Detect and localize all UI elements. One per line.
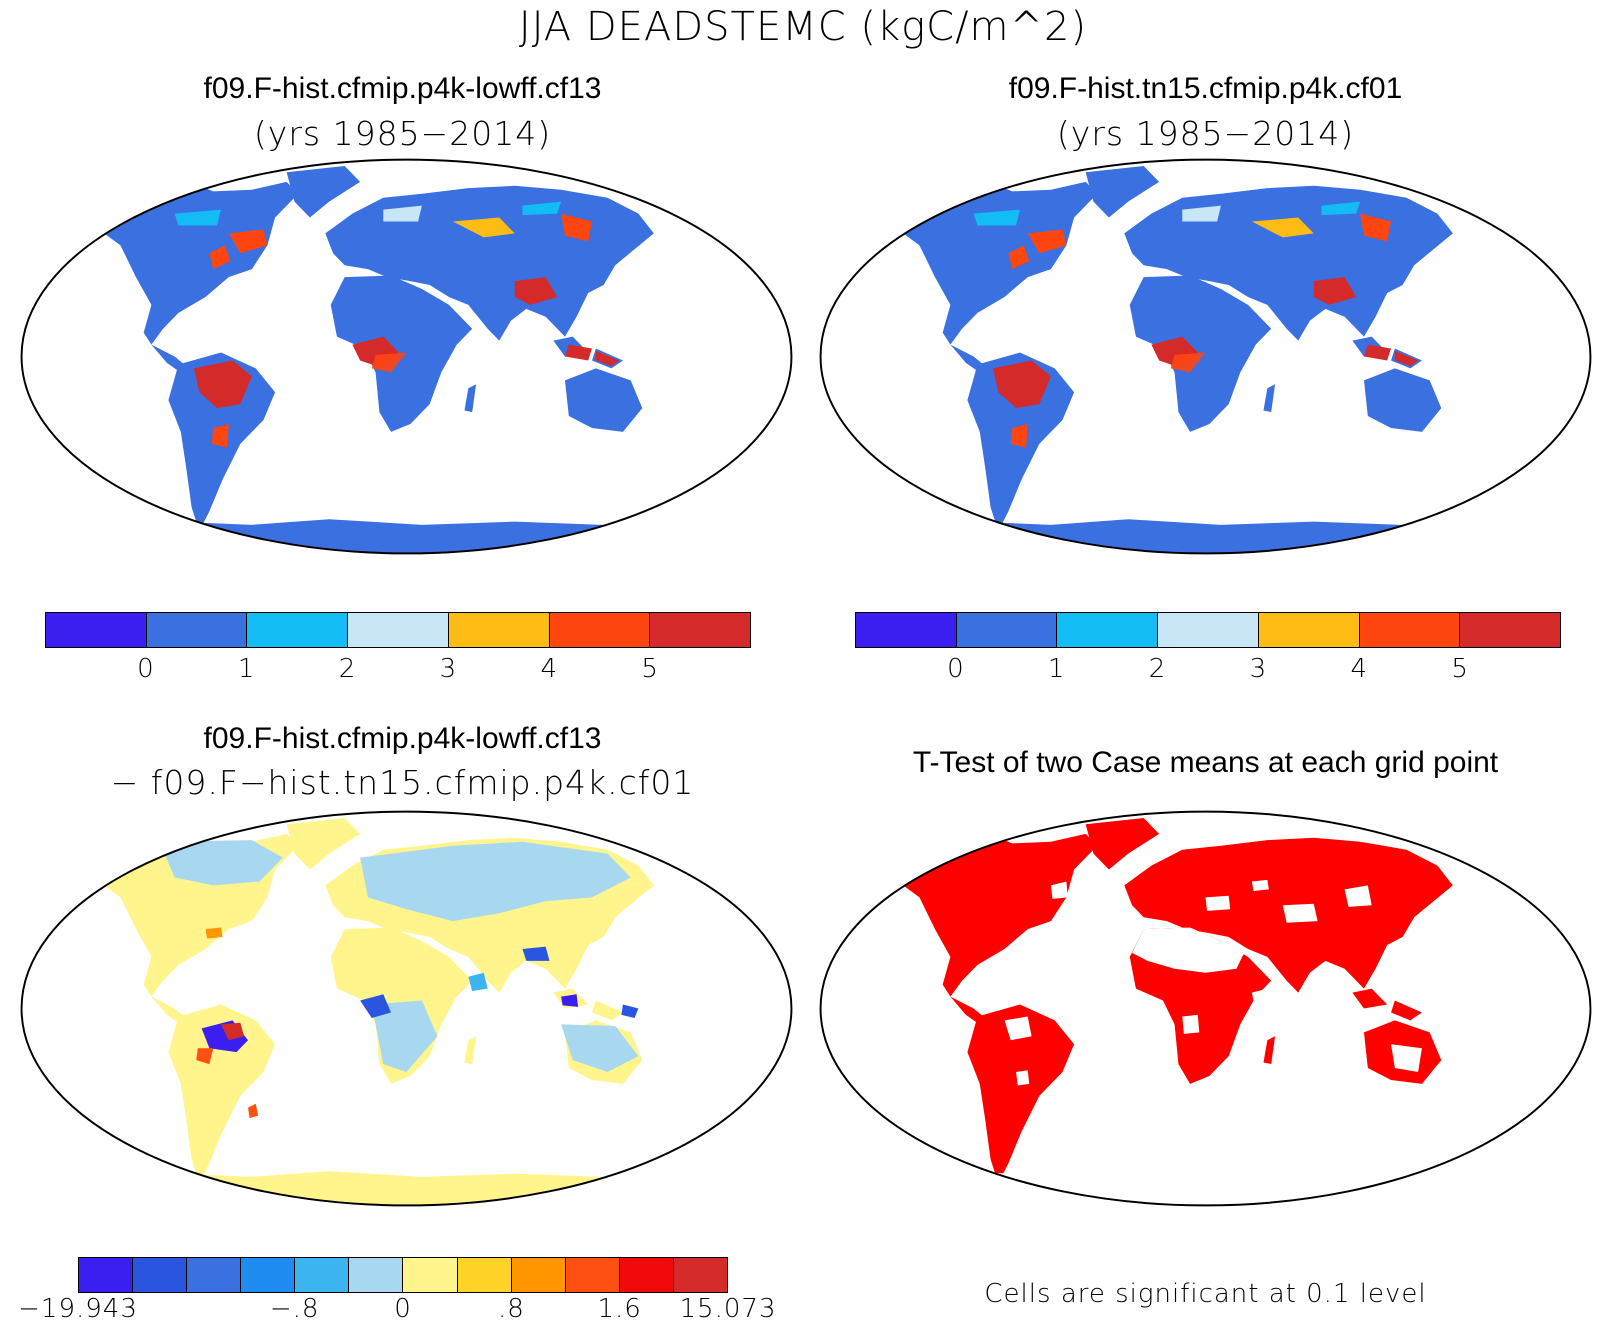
map-top-right — [819, 158, 1592, 555]
colorbar-top-left — [45, 612, 751, 648]
map-bottom-right — [819, 810, 1592, 1207]
significance-note: Cells are significant at 0.1 level — [984, 1279, 1427, 1309]
colorbar-swatch — [511, 1258, 566, 1292]
colorbar-label: 3 — [1249, 654, 1268, 684]
colorbar-label: 5 — [641, 654, 659, 684]
colorbar-labels-bottom-left: −19.943 −.8 0 .8 1.6 15.073 — [18, 1294, 775, 1328]
colorbar-swatch — [1359, 613, 1461, 647]
colorbar-swatch — [457, 1258, 512, 1292]
colorbar-swatch — [956, 613, 1058, 647]
colorbar-swatch — [1258, 613, 1360, 647]
colorbar-swatch — [856, 613, 957, 647]
colorbar-label: 1.6 — [597, 1294, 642, 1324]
colorbar-label: 15.073 — [679, 1294, 777, 1324]
colorbar-swatch — [241, 1258, 296, 1292]
colorbar-swatch — [146, 613, 248, 647]
colorbar-swatch — [403, 1258, 458, 1292]
panel-title-top-right: f09.F-hist.tn15.cfmip.p4k.cf01 — [1008, 72, 1403, 105]
colorbar-label: .8 — [497, 1294, 525, 1324]
panel-title-bottom-left: f09.F-hist.cfmip.p4k-lowff.cf13 — [203, 722, 602, 755]
colorbar-swatch — [1158, 613, 1259, 647]
panel-title-bottom-right: T-Test of two Case means at each grid po… — [912, 746, 1499, 779]
colorbar-swatch — [1460, 613, 1561, 647]
colorbar-label: 1 — [237, 654, 256, 684]
panel-subtitle-top-right: (yrs 1985−2014) — [1056, 114, 1355, 153]
colorbar-label: 4 — [540, 654, 559, 684]
colorbar-label: 3 — [439, 654, 458, 684]
colorbar-bottom-left — [78, 1257, 728, 1293]
colorbar-swatch — [46, 613, 147, 647]
colorbar-label: 0 — [137, 654, 155, 684]
colorbar-swatch — [348, 613, 449, 647]
diff-patches — [159, 840, 639, 1119]
colorbar-label: 2 — [1148, 654, 1167, 684]
colorbar-swatch — [133, 1258, 188, 1292]
colorbar-swatch — [448, 613, 550, 647]
colorbar-swatch — [79, 1258, 134, 1292]
colorbar-swatch — [673, 1258, 727, 1292]
colorbar-swatch — [349, 1258, 404, 1292]
panel-subtitle-bottom-left: − f09.F−hist.tn15.cfmip.p4k.cf01 — [110, 763, 695, 802]
colorbar-label: −.8 — [269, 1294, 320, 1324]
colorbar-label: −19.943 — [18, 1294, 138, 1324]
colorbar-label: 2 — [338, 654, 357, 684]
map-bottom-left — [20, 810, 793, 1207]
colorbar-labels-top-left: 0 1 2 3 4 5 — [45, 654, 751, 688]
colorbar-swatch — [650, 613, 751, 647]
panel-subtitle-top-left: (yrs 1985−2014) — [253, 114, 552, 153]
panel-title-top-left: f09.F-hist.cfmip.p4k-lowff.cf13 — [203, 72, 602, 105]
colorbar-labels-top-right: 0 1 2 3 4 5 — [855, 654, 1561, 688]
hotspots-top-left — [174, 201, 620, 448]
colorbar-swatch — [247, 613, 349, 647]
figure-title: JJA DEADSTEMC (kgC/m^2) — [518, 4, 1088, 50]
colorbar-swatch — [619, 1258, 674, 1292]
colorbar-label: 0 — [947, 654, 965, 684]
hotspots-top-right — [973, 201, 1419, 448]
colorbar-label: 5 — [1451, 654, 1469, 684]
colorbar-top-right — [855, 612, 1561, 648]
colorbar-swatch — [565, 1258, 620, 1292]
colorbar-swatch — [187, 1258, 242, 1292]
colorbar-label: 0 — [394, 1294, 412, 1324]
colorbar-swatch — [549, 613, 651, 647]
colorbar-swatch — [1057, 613, 1159, 647]
map-top-left — [20, 158, 793, 555]
colorbar-label: 1 — [1047, 654, 1066, 684]
colorbar-swatch — [295, 1258, 350, 1292]
colorbar-label: 4 — [1350, 654, 1369, 684]
